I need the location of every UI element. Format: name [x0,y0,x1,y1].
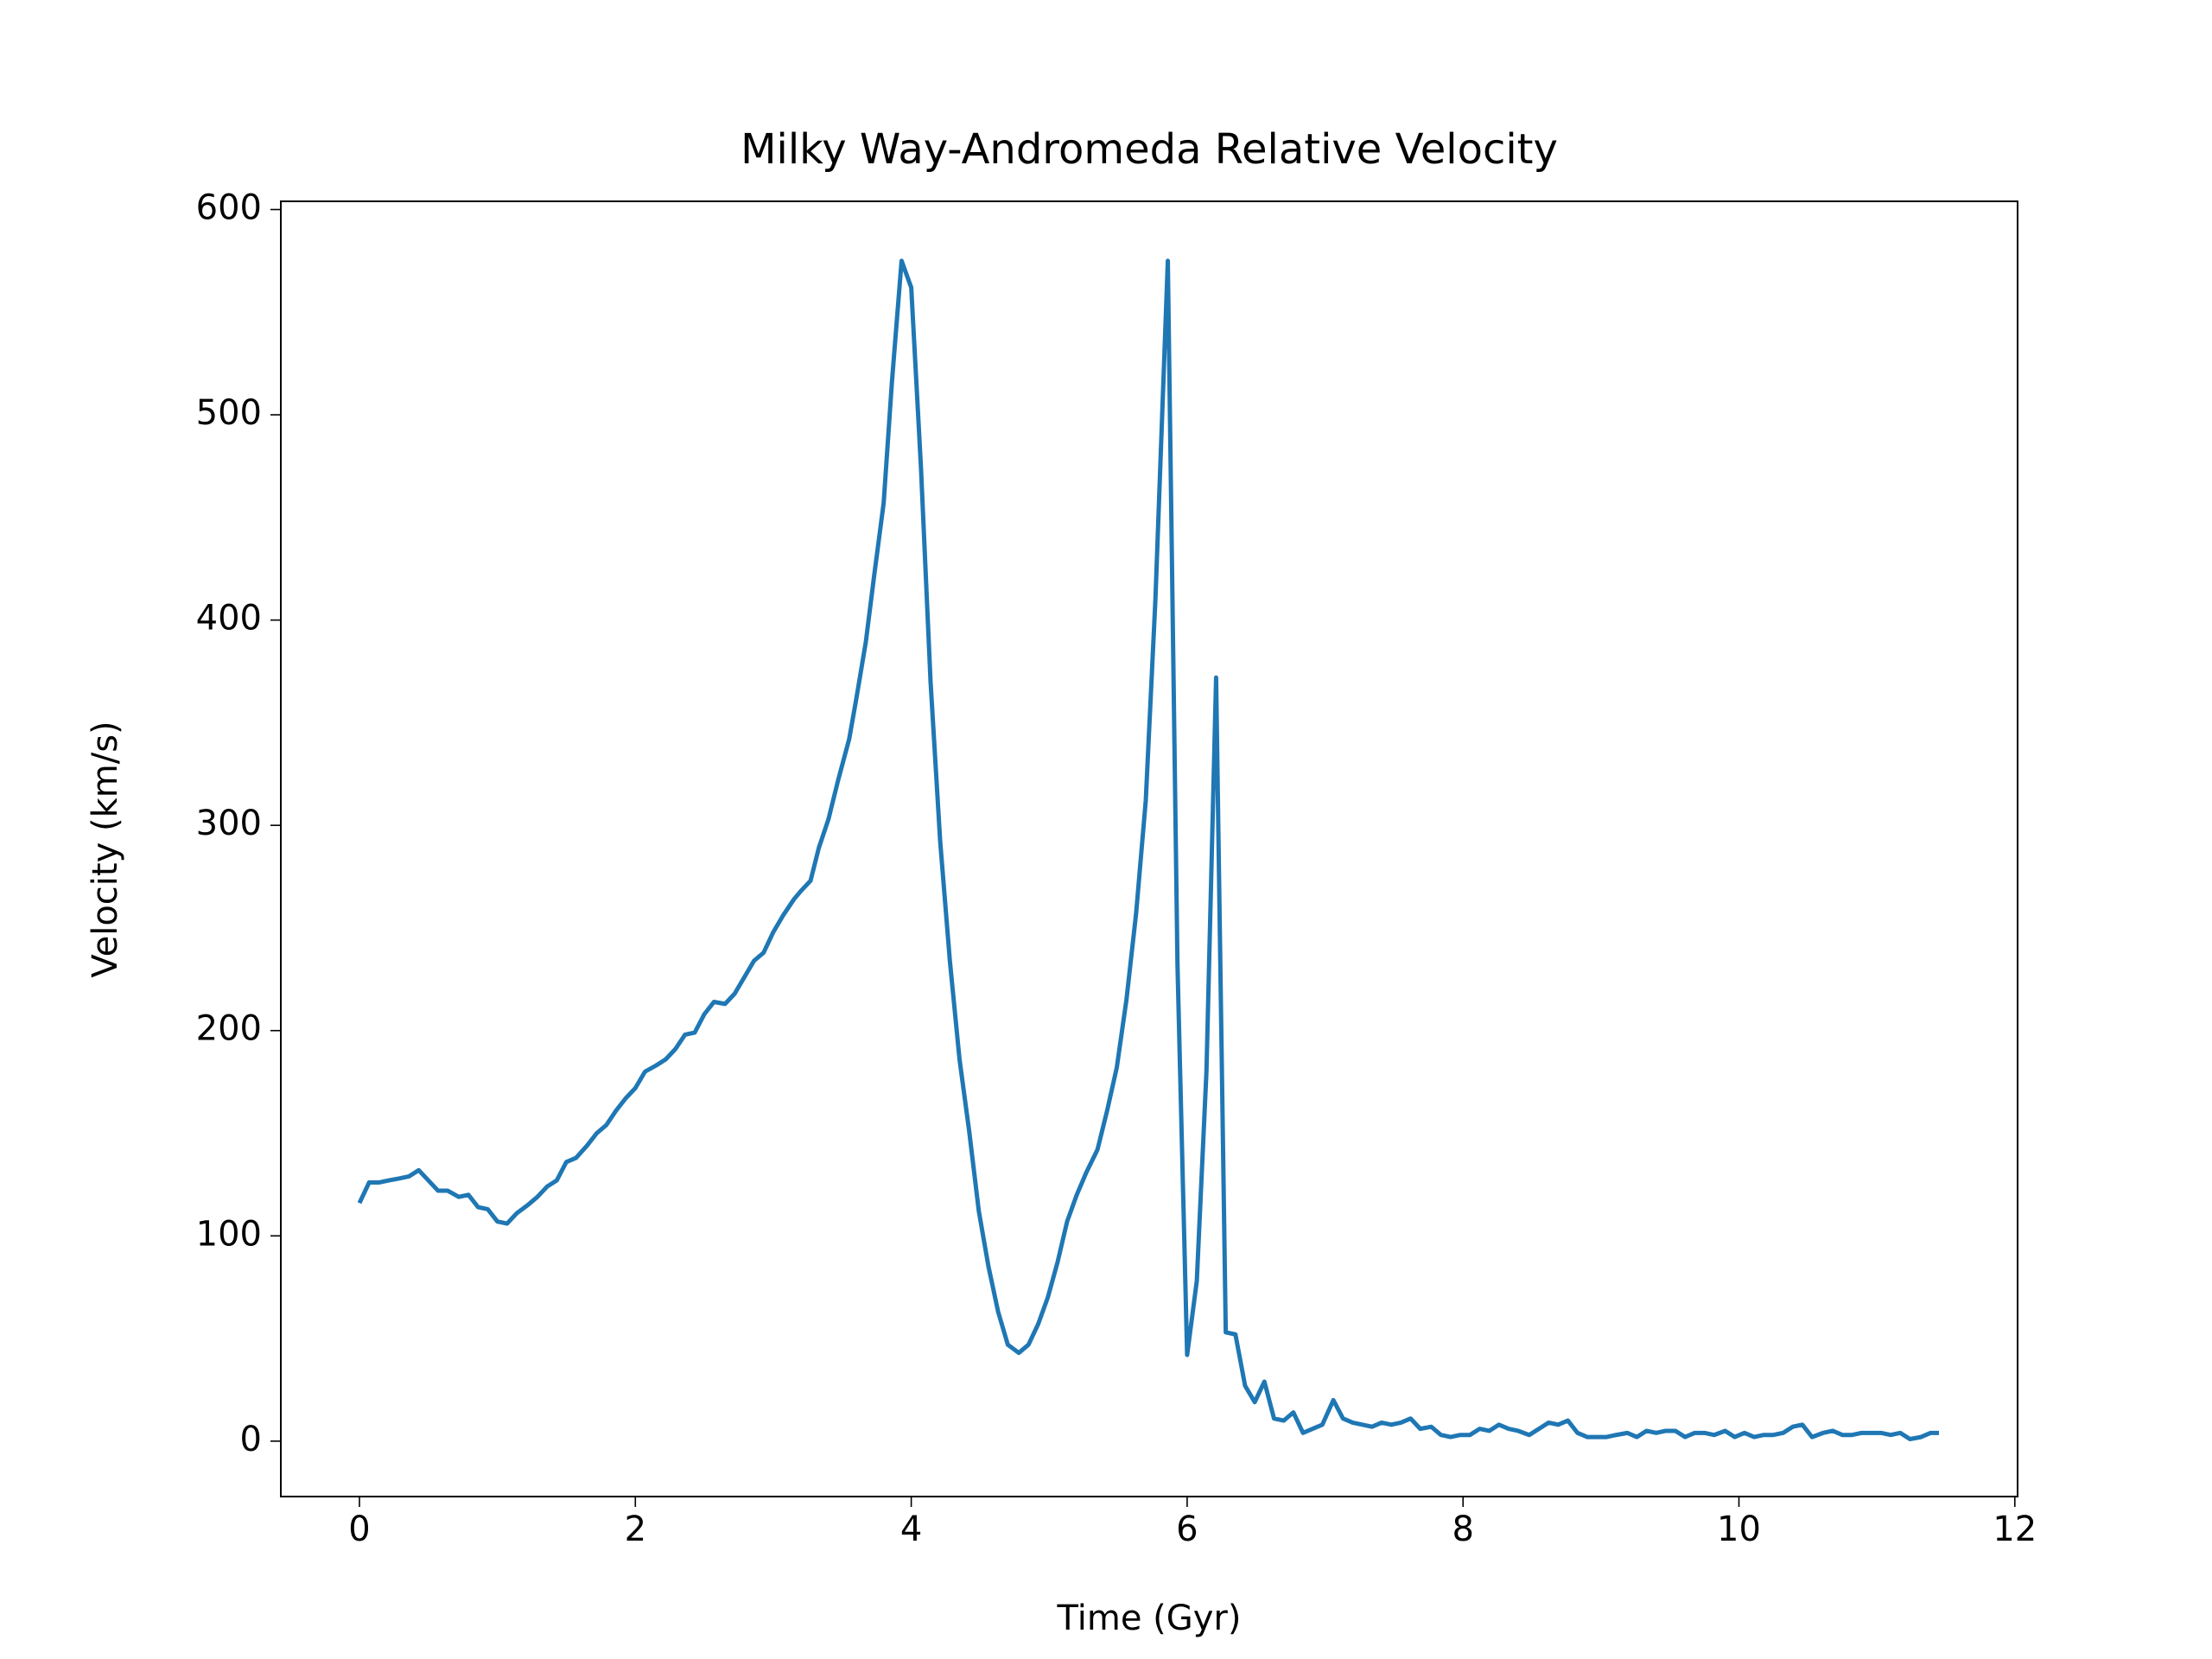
y-tick-label: 400 [196,599,262,639]
y-tick-label: 200 [196,1009,262,1049]
y-tick-label: 500 [196,393,262,433]
x-tick-label: 2 [625,1510,646,1549]
plot-frame [280,200,2018,1497]
chart-title: Milky Way-Andromeda Relative Velocity [741,125,1558,174]
y-tick-label: 600 [196,188,262,228]
y-tick-label: 300 [196,804,262,843]
x-tick-label: 8 [1452,1510,1473,1549]
x-tick-label: 6 [1176,1510,1198,1549]
x-tick-label: 10 [1717,1510,1761,1549]
x-tick-label: 0 [348,1510,370,1549]
data-line [357,258,1939,1441]
y-axis-label: Velocity (km/s) [86,721,125,977]
x-axis-label: Time (Gyr) [1057,1599,1242,1638]
x-tick-label: 4 [900,1510,922,1549]
x-tick-label: 12 [1993,1510,2037,1549]
y-tick-label: 0 [240,1420,262,1459]
y-tick-label: 100 [196,1214,262,1254]
